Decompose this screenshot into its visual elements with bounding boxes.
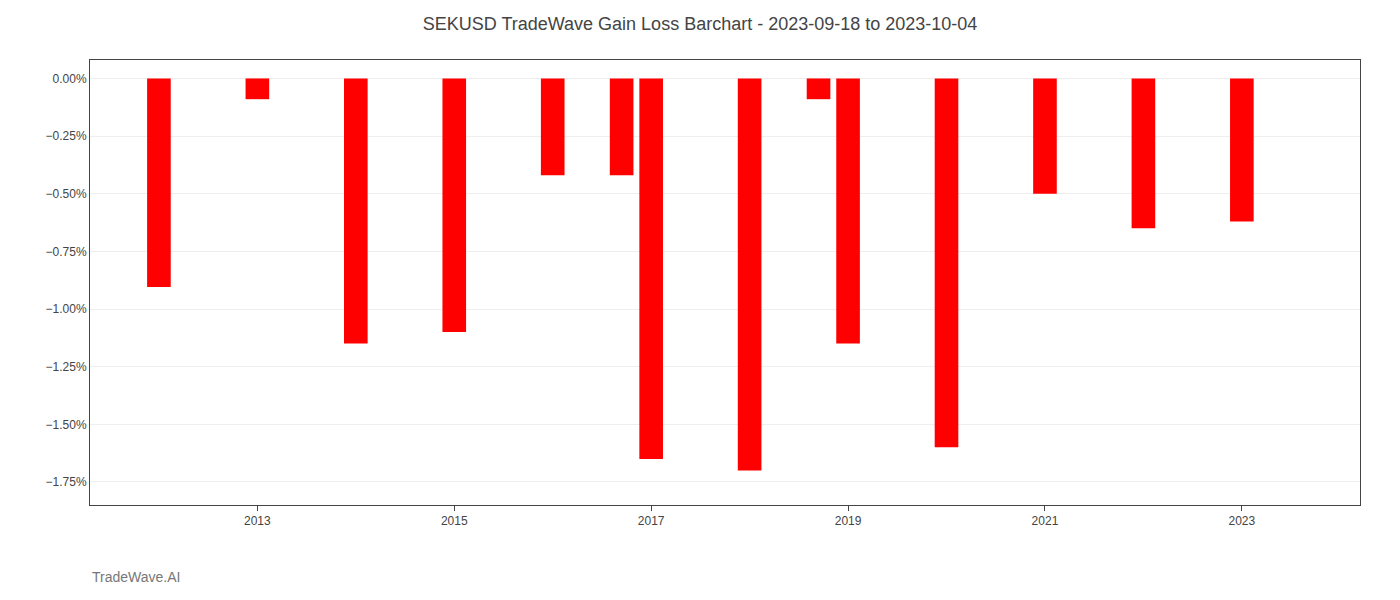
svg-text:TradeWave.AI: TradeWave.AI	[92, 569, 180, 585]
svg-text:2023: 2023	[1229, 514, 1256, 528]
svg-text:−1.00%: −1.00%	[46, 302, 87, 316]
svg-text:−1.75%: −1.75%	[46, 475, 87, 489]
svg-text:−0.25%: −0.25%	[46, 129, 87, 143]
svg-text:2019: 2019	[835, 514, 862, 528]
svg-text:SEKUSD TradeWave Gain Loss Bar: SEKUSD TradeWave Gain Loss Barchart - 20…	[423, 14, 978, 34]
svg-text:2017: 2017	[638, 514, 665, 528]
svg-text:−1.25%: −1.25%	[46, 360, 87, 374]
svg-text:−0.50%: −0.50%	[46, 187, 87, 201]
svg-text:−1.50%: −1.50%	[46, 418, 87, 432]
svg-text:0.00%: 0.00%	[53, 72, 87, 86]
svg-text:2015: 2015	[441, 514, 468, 528]
svg-text:−0.75%: −0.75%	[46, 245, 87, 259]
svg-text:2021: 2021	[1032, 514, 1059, 528]
svg-text:2013: 2013	[244, 514, 271, 528]
